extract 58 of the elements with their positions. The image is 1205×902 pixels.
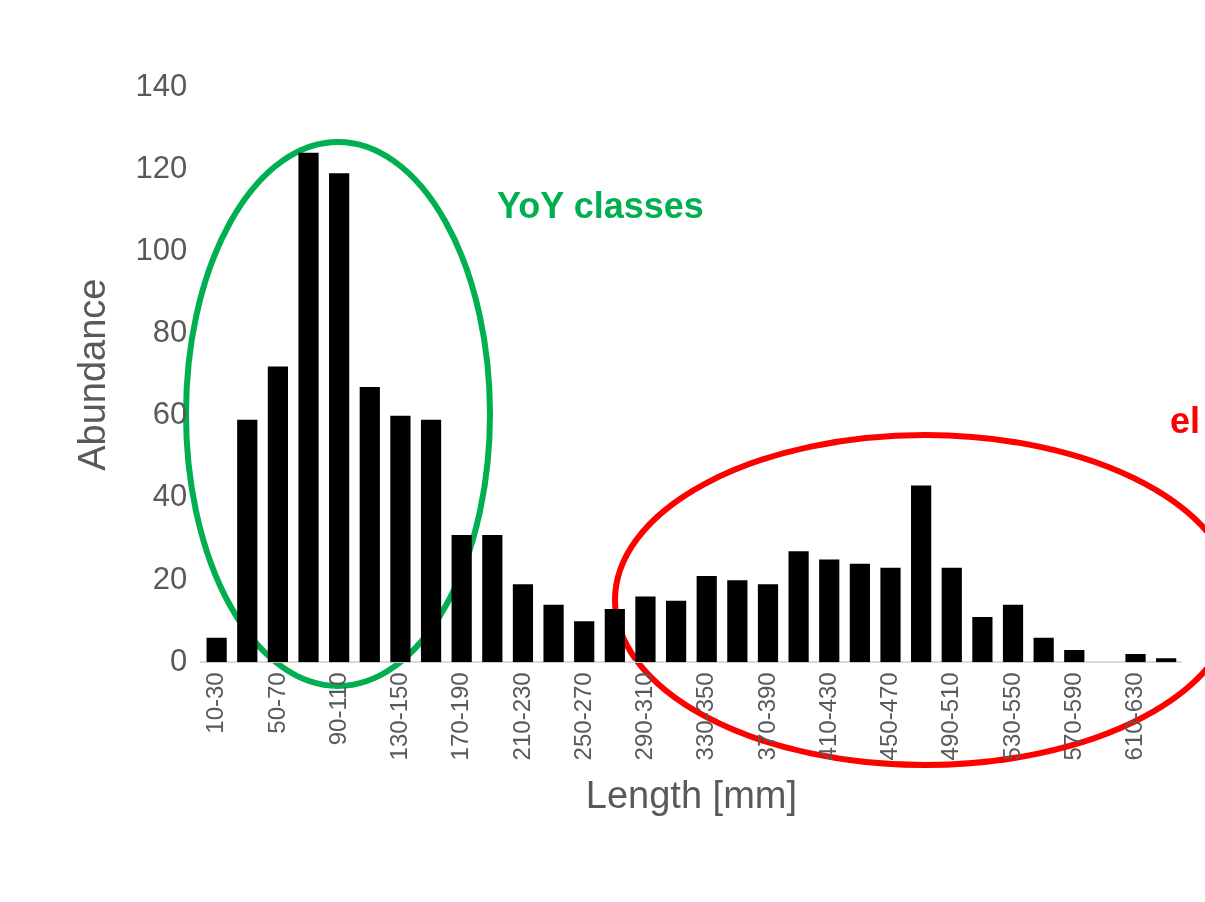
bar <box>1125 654 1146 663</box>
x-tick-label: 90-110 <box>323 672 351 746</box>
x-tick-label: 610-630 <box>1120 672 1148 761</box>
bar <box>543 604 564 663</box>
x-axis-title: Length [mm] <box>585 773 798 816</box>
x-tick-label: 370-390 <box>752 672 780 761</box>
bar <box>941 567 962 663</box>
y-tick-label: 140 <box>135 67 188 103</box>
x-tick-label: 130-150 <box>385 672 413 761</box>
y-tick-label: 40 <box>152 478 188 514</box>
bar <box>665 600 687 663</box>
y-tick-label: 100 <box>135 231 188 267</box>
x-tick-label: 50-70 <box>262 672 290 734</box>
bar <box>635 596 656 663</box>
bar <box>237 419 258 663</box>
bar <box>390 415 411 663</box>
bar <box>1156 658 1177 663</box>
annotation: YoY classes <box>497 185 704 227</box>
bar <box>420 419 442 663</box>
bar <box>329 173 350 663</box>
y-tick-label: 120 <box>135 149 188 185</box>
x-tick-label: 490-510 <box>936 672 964 761</box>
bar <box>451 534 472 663</box>
bar <box>696 576 717 663</box>
bar <box>267 366 289 663</box>
bar <box>1064 649 1085 663</box>
x-tick-label: 210-230 <box>507 672 535 761</box>
x-tick-label: 410-430 <box>813 672 841 761</box>
bar <box>880 567 901 663</box>
x-tick-label: 450-470 <box>875 672 903 761</box>
bar <box>1033 637 1054 663</box>
annotation: el <box>1170 400 1201 442</box>
bar <box>512 584 534 663</box>
y-tick-label: 80 <box>152 314 188 350</box>
bar <box>574 621 595 663</box>
bar <box>849 563 870 663</box>
bar <box>604 608 625 663</box>
y-tick-label: 0 <box>170 642 188 678</box>
bar <box>788 551 809 663</box>
x-tick-label: 290-310 <box>630 672 658 761</box>
bar <box>298 152 319 663</box>
bar <box>972 617 993 663</box>
x-tick-label: 250-270 <box>568 672 596 761</box>
x-tick-label: 530-550 <box>997 672 1025 761</box>
y-axis-title: Abundance <box>71 278 114 471</box>
x-tick-label: 170-190 <box>446 672 474 761</box>
bar <box>911 485 932 663</box>
bar <box>206 637 227 663</box>
x-tick-label: 10-30 <box>201 672 229 734</box>
y-tick-label: 20 <box>152 560 188 596</box>
bar <box>482 534 503 663</box>
bar <box>359 386 380 663</box>
x-tick-label: 570-590 <box>1058 672 1086 761</box>
bar <box>1002 604 1024 663</box>
bar <box>819 559 840 663</box>
bar <box>727 580 748 663</box>
bar <box>757 584 779 663</box>
x-tick-label: 330-350 <box>691 672 719 761</box>
